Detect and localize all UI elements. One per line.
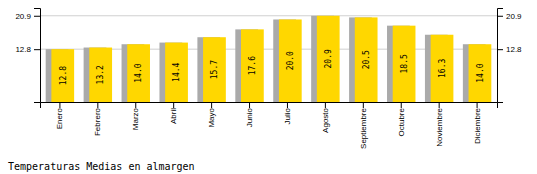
x-tick-mark [59, 102, 60, 108]
bar [241, 29, 264, 102]
y2-tick: 12.8 [497, 45, 522, 54]
data-label: 20.0 [286, 51, 295, 70]
x-tick: Abril [169, 102, 178, 124]
y-tick: 20.9 [15, 12, 40, 21]
y2-tick-label: 20.9 [506, 12, 522, 21]
x-tick-mark [173, 102, 174, 108]
data-labels: 12.8 13.2 14.0 14.4 15.7 17.6 20.0 20.9 20.5 18.5… [59, 49, 485, 85]
x-tick: Diciembre [473, 102, 482, 144]
x-tick: Julio [283, 102, 292, 124]
data-label: 14.0 [134, 63, 143, 82]
x-tick-mark [401, 102, 402, 108]
x-tick-label: Enero [55, 107, 64, 129]
y2-tick-mark [497, 16, 503, 17]
data-label: 16.3 [438, 59, 447, 78]
bar [317, 16, 340, 102]
x-tick-label: Agosto [321, 107, 330, 132]
data-label: 13.2 [96, 65, 105, 84]
x-tick: Marzo [131, 102, 140, 130]
bar-series [51, 16, 491, 102]
bar [279, 19, 302, 102]
x-tick-label: Diciembre [473, 107, 482, 144]
data-label: 20.9 [324, 49, 333, 68]
x-tick-label: Noviembre [435, 107, 444, 146]
x-tick-label: Octubre [397, 107, 406, 136]
x-tick: Junio [245, 102, 254, 127]
bar [355, 17, 378, 102]
y2-axis: 12.8 20.9 [497, 9, 522, 103]
data-label: 20.5 [362, 50, 371, 69]
y-tick-label: 20.9 [15, 12, 31, 21]
bar [165, 43, 188, 102]
x-tick: Octubre [397, 102, 406, 136]
y-tick-mark [34, 49, 40, 50]
y2-tick: 20.9 [497, 12, 522, 21]
y2-tick-label: 12.8 [506, 45, 522, 54]
grid-line [40, 15, 497, 16]
bar [203, 37, 226, 102]
data-label: 14.0 [476, 63, 485, 82]
x-tick: Mayo [207, 102, 216, 128]
data-label: 17.6 [248, 56, 257, 75]
data-label: 15.7 [210, 60, 219, 79]
bar [393, 26, 416, 102]
bar [51, 49, 74, 102]
y2-tick-mark [497, 49, 503, 50]
x-tick-mark [287, 102, 288, 108]
data-label: 14.4 [172, 62, 181, 81]
data-label: 18.5 [400, 54, 409, 73]
y2-axis-line [498, 9, 504, 103]
y-tick-mark [34, 16, 40, 17]
x-tick-mark [363, 102, 364, 108]
data-label: 12.8 [59, 66, 68, 85]
y-tick: 12.8 [15, 45, 40, 54]
y-axis: 12.8 20.9 [15, 9, 40, 103]
x-tick-mark [249, 102, 250, 108]
x-tick: Septiembre [359, 102, 368, 149]
x-tick: Enero [55, 102, 64, 129]
x-tick: Noviembre [435, 102, 444, 147]
bar [89, 48, 112, 102]
x-axis-line [41, 103, 498, 109]
x-tick-mark [325, 102, 326, 108]
chart: 12.8 13.2 14.0 14.4 15.7 17.6 20.0 20.9 20.5 18.5… [0, 0, 537, 174]
x-tick-label: Febrero [93, 107, 102, 136]
x-tick-mark [97, 102, 98, 108]
y-tick-label: 12.8 [15, 45, 31, 54]
x-tick-label: Abril [169, 108, 178, 124]
x-tick-label: Marzo [131, 107, 140, 130]
x-tick-label: Mayo [207, 107, 216, 127]
x-tick: Agosto [321, 102, 330, 133]
x-tick-label: Junio [245, 107, 254, 127]
title: Temperaturas Medias en almargen [8, 161, 195, 172]
y-axis-line [34, 9, 41, 103]
bars [46, 16, 492, 102]
bar [431, 35, 454, 102]
bar [469, 44, 492, 102]
x-tick-mark [211, 102, 212, 108]
x-tick-mark [477, 102, 478, 108]
x-axis: Enero Febrero Marzo Abril Mayo Junio Julio Agos… [41, 102, 498, 149]
x-tick-label: Julio [283, 107, 292, 124]
x-tick-mark [135, 102, 136, 108]
bar [127, 44, 150, 102]
x-tick-label: Septiembre [359, 107, 368, 148]
bar-series [46, 16, 486, 102]
x-tick-mark [439, 102, 440, 108]
x-tick: Febrero [93, 102, 102, 136]
plot: 12.8 13.2 14.0 14.4 15.7 17.6 20.0 20.9 20.5 18.5… [15, 9, 522, 149]
